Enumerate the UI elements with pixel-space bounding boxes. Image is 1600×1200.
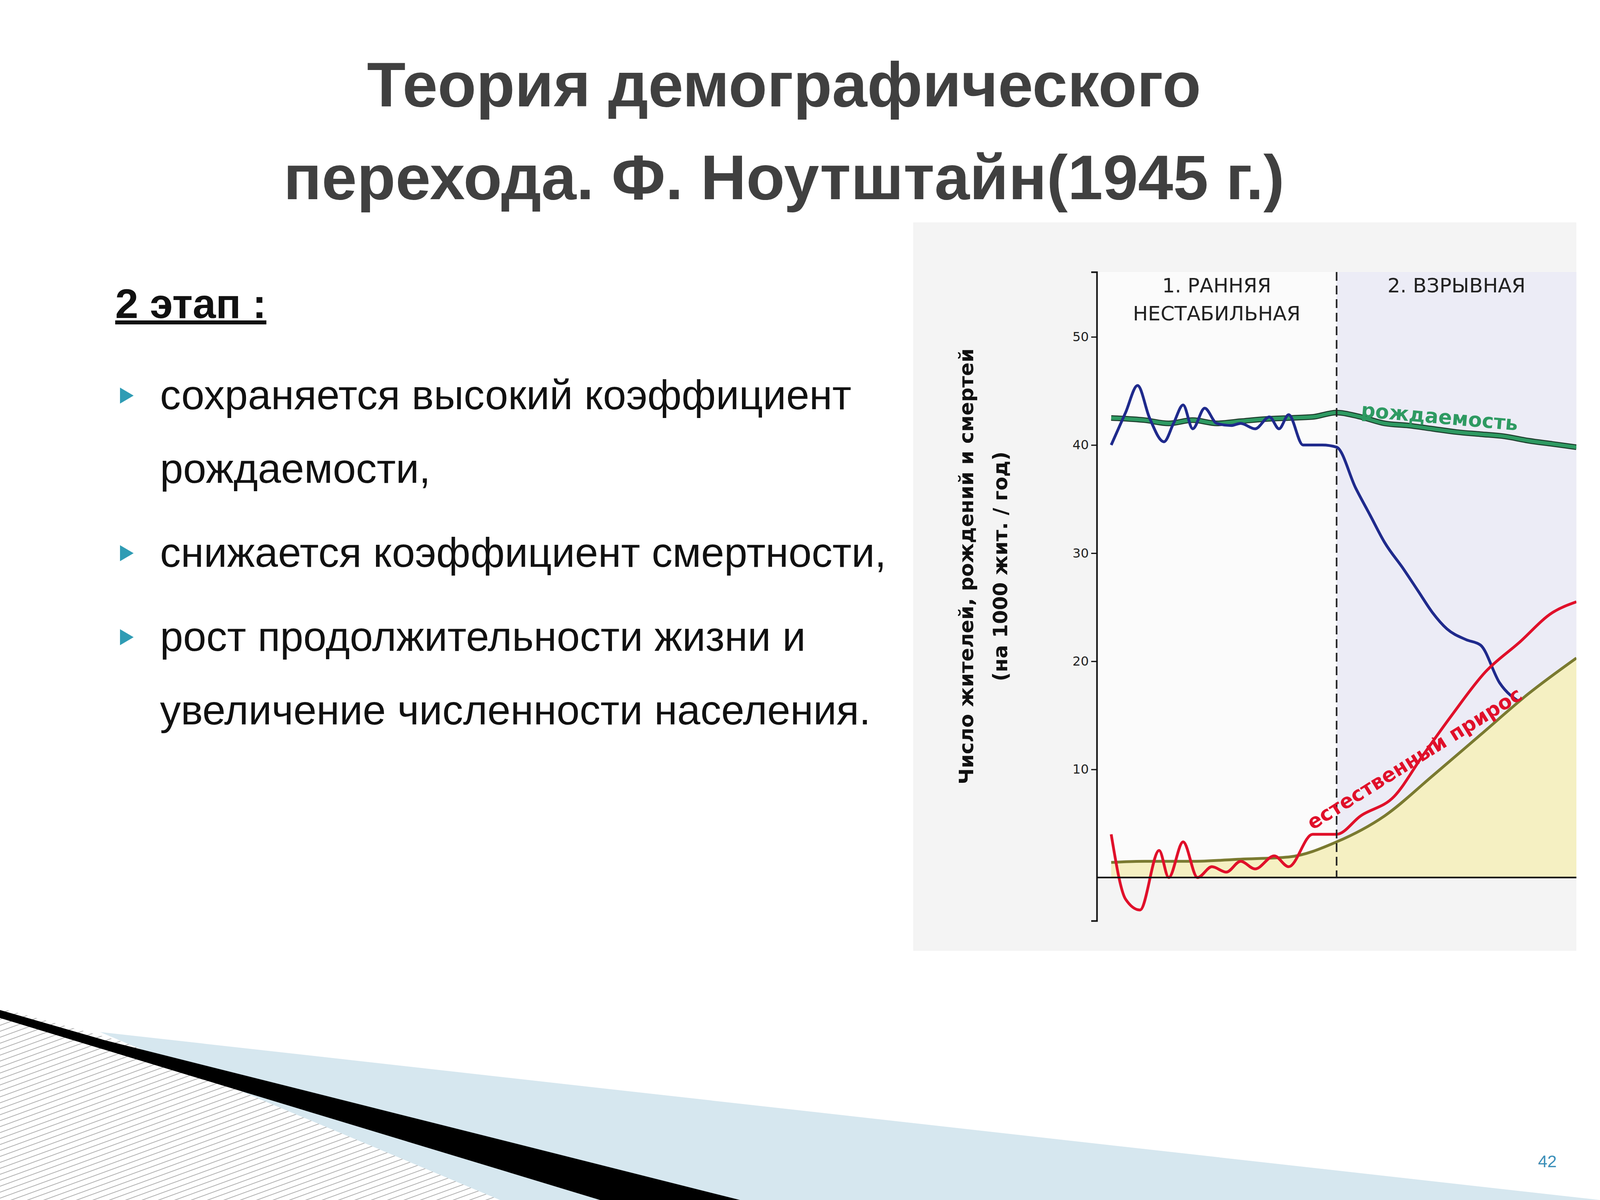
y-tick-mark	[1091, 444, 1097, 446]
y-tick: 20	[1072, 653, 1097, 669]
y-tick-label: 10	[1072, 761, 1089, 777]
chart-background	[913, 222, 1577, 951]
y-tick-label: 40	[1072, 437, 1089, 453]
series-label: рождаемость	[1360, 398, 1519, 436]
y-tick: 50	[1072, 329, 1097, 345]
plot-area	[1111, 385, 1577, 910]
bullet-item: сохраняется высокий коэффициент рождаемо…	[120, 358, 904, 506]
phase-label: 2. ВЗРЫВНАЯ	[1387, 274, 1526, 298]
y-axis-title-line: Число жителей, рождений и смертей	[954, 348, 978, 785]
series-label: естественный прирос	[1302, 682, 1527, 835]
bullet-list: сохраняется высокий коэффициент рождаемо…	[120, 358, 904, 747]
y-tick: 40	[1072, 437, 1097, 453]
phase-divider	[1336, 272, 1338, 878]
bullet-text: снижается коэффициент смертности,	[160, 529, 887, 576]
y-axis-title-line: (на 1000 жит. / год)	[988, 451, 1012, 682]
y-axis: 10 20 30 40 50	[1072, 272, 1097, 922]
title-line: Теория демографического	[0, 38, 1568, 131]
y-tick-mark	[1091, 660, 1097, 662]
title: Теория демографическогоперехода. Ф. Ноут…	[0, 38, 1568, 224]
y-tick-label: 20	[1072, 653, 1089, 669]
y-tick-label: 50	[1072, 329, 1089, 345]
phase-label-line: 2. ВЗРЫВНАЯ	[1387, 274, 1526, 298]
phase-background	[1096, 272, 1337, 878]
y-tick: 30	[1072, 545, 1097, 561]
series-line	[1111, 385, 1577, 729]
y-axis-line	[1091, 272, 1098, 922]
bullet-item: снижается коэффициент смертности,	[120, 515, 904, 590]
page-number: 42	[1538, 1152, 1557, 1172]
y-tick-mark	[1091, 769, 1097, 771]
y-tick-label: 30	[1072, 545, 1089, 561]
bullet-marker	[120, 387, 134, 404]
y-axis-title: Число жителей, рождений и смертей (на 100…	[954, 348, 1012, 785]
y-tick: 10	[1072, 761, 1097, 777]
series-line	[1111, 602, 1577, 910]
bullet-item: рост продолжительности жизни и увеличени…	[120, 599, 904, 747]
dark-band	[0, 1010, 740, 1200]
phase-label: 1. РАННЯЯ НЕСТАБИЛЬНАЯ	[1132, 274, 1301, 326]
bullet-marker	[120, 545, 134, 562]
y-tick-mark	[1091, 336, 1097, 338]
y-tick-mark	[1091, 552, 1097, 554]
bullet-marker	[120, 629, 134, 646]
phase-label-line: 1. РАННЯЯ	[1162, 274, 1272, 298]
bullet-text: сохраняется высокий коэффициент рождаемо…	[160, 371, 852, 492]
heading: 2 этап :	[115, 280, 267, 328]
phase-label-line: НЕСТАБИЛЬНАЯ	[1132, 302, 1301, 326]
bullet-text: рост продолжительности жизни и увеличени…	[160, 613, 871, 734]
title-line: перехода. Ф. Ноутштайн(1945 г.)	[0, 130, 1568, 224]
chart: 1. РАННЯЯ НЕСТАБИЛЬНАЯ 2. ВЗРЫВНАЯ 10 20 30 40…	[913, 222, 1577, 951]
